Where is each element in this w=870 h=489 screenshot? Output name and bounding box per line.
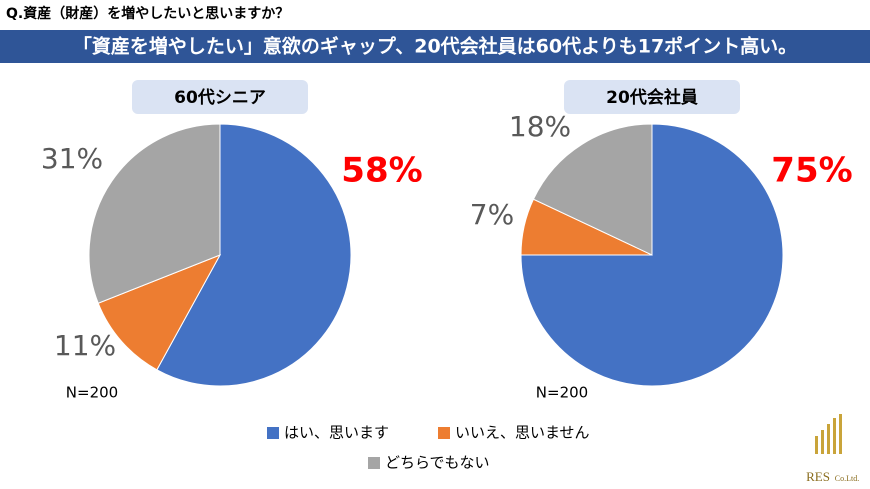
data-label: 31% (41, 142, 103, 175)
data-label: 58% (341, 151, 422, 191)
banner-band (0, 30, 870, 63)
logo-bar (827, 424, 830, 454)
sample-size: N=200 (536, 384, 588, 402)
logo-suffix: Co.Ltd. (835, 474, 859, 483)
legend-label: いいえ、思いません (455, 424, 590, 442)
pie-slice (520, 123, 784, 387)
pie-slice (97, 254, 222, 371)
banner: 「資産を増やしたい」意欲のギャップ、20代会社員は60代よりも17ポイント高い。 (73, 35, 797, 58)
data-label: 75% (771, 151, 852, 191)
logo: RES Co.Ltd. (806, 414, 859, 484)
pie-title-box (564, 80, 740, 114)
logo-name: RES (806, 469, 830, 484)
legend-label: はい、思います (284, 424, 389, 442)
data-label: 11% (54, 329, 116, 362)
data-label: 7% (470, 198, 514, 231)
data-label: 18% (509, 110, 571, 143)
pie-title-box (132, 80, 308, 114)
legend-swatch (267, 427, 279, 439)
sample-size: N=200 (66, 384, 118, 402)
logo-bar (839, 414, 842, 454)
logo-bar (833, 418, 836, 454)
pie-title: 60代シニア (174, 87, 266, 108)
legend-label: どちらでもない (385, 454, 490, 472)
pie-slice (532, 123, 653, 256)
legend-swatch (438, 427, 450, 439)
pie-slice (88, 123, 221, 304)
logo-bar (821, 430, 824, 454)
legend-swatch (368, 457, 380, 469)
question: Q.資産（財産）を増やしたいと思いますか？ (6, 5, 289, 22)
logo-bar (815, 436, 818, 454)
pie-slice (156, 123, 352, 387)
pie-title: 20代会社員 (606, 87, 698, 108)
